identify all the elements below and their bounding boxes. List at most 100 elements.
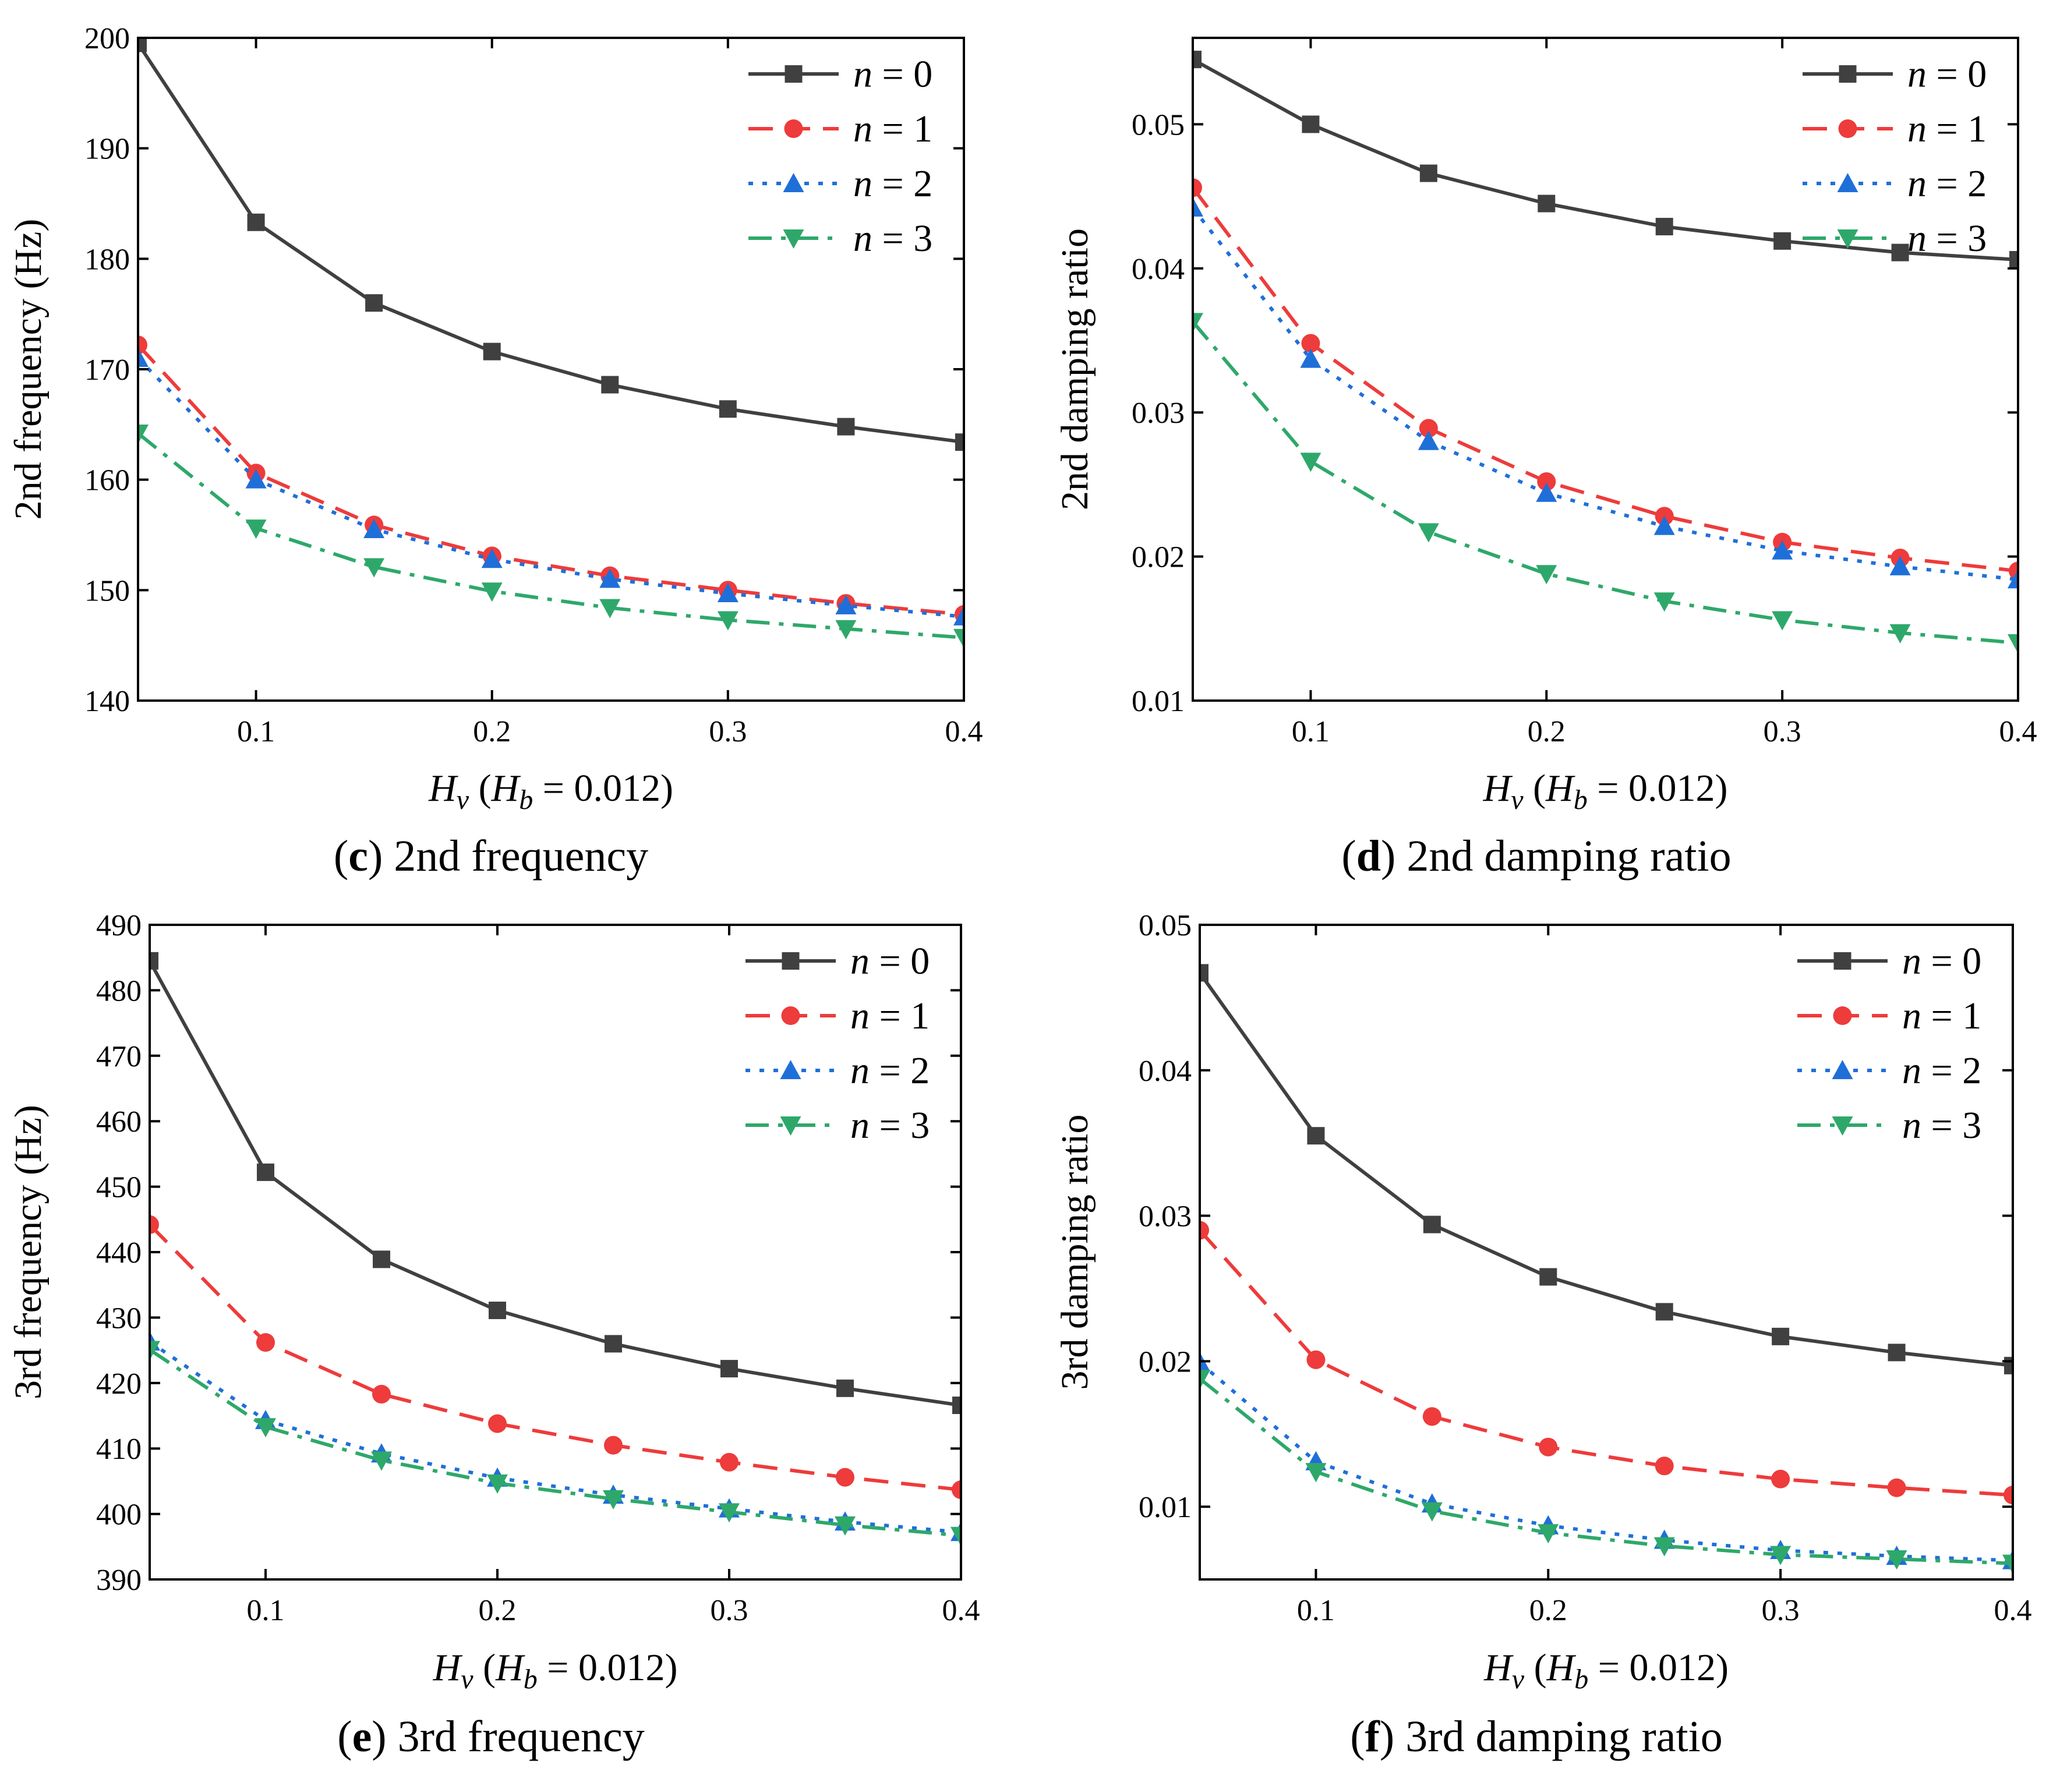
data-point-n1 [488, 1414, 507, 1433]
plot-frame [1199, 924, 2014, 1581]
legend-n-var: n [1907, 53, 1927, 96]
data-point-n1 [1539, 1437, 1558, 1457]
series-line-n3 [1193, 320, 2018, 645]
x-tick-label: 0.4 [945, 715, 983, 748]
data-point-n0 [1773, 232, 1791, 250]
y-tick-label: 0.02 [1132, 541, 1185, 574]
data-point-n3 [363, 558, 385, 578]
data-point-n1 [1301, 334, 1320, 353]
legend-label-n1: n = 1 [1907, 108, 1987, 150]
x-tick-label: 0.4 [1994, 1594, 2032, 1627]
x-axis-label-xlabel-var2: H [1545, 767, 1575, 810]
series-markers-n0 [1193, 51, 2018, 268]
legend-n-value: = 2 [1921, 1049, 1981, 1092]
legend-label-n1: n = 1 [1902, 995, 1981, 1037]
data-point-n2 [481, 549, 503, 568]
data-point-n0 [837, 418, 855, 436]
x-tick-label: 0.3 [1764, 715, 1801, 748]
data-point-n2 [138, 348, 149, 367]
y-tick-label: 490 [96, 909, 142, 942]
series-line-n1 [1193, 186, 2018, 573]
data-point-n2 [245, 469, 267, 489]
y-tick-label: 150 [84, 574, 130, 607]
series-line-n3 [1200, 1377, 2013, 1565]
data-point-n0 [952, 1397, 961, 1415]
legend-marker-n3 [1837, 229, 1858, 249]
series-line-n0 [138, 42, 964, 444]
series-line-n3 [138, 432, 964, 639]
data-point-n2 [1193, 197, 1203, 217]
legend-label-n2: n = 2 [1902, 1049, 1981, 1092]
data-point-n3 [1300, 453, 1321, 472]
legend-n-value: = 0 [1927, 53, 1987, 96]
series-markers-n2 [1193, 197, 2018, 589]
x-axis-label-xlabel-open: ( [1524, 1646, 1546, 1689]
legend-n-var: n [850, 940, 870, 982]
y-tick-label: 180 [84, 243, 130, 276]
data-point-n2 [599, 568, 621, 588]
y-tick-label: 140 [84, 685, 130, 718]
series-markers-n3 [1193, 313, 2018, 654]
data-point-n2 [1300, 348, 1321, 368]
data-point-n3 [1886, 1550, 1907, 1570]
caption-text: 2nd frequency [394, 832, 648, 881]
x-axis-label-xlabel-var: H [428, 767, 458, 810]
data-point-n1 [952, 1480, 961, 1500]
data-point-n0 [1655, 1303, 1673, 1321]
x-tick-label: 0.1 [247, 1594, 285, 1627]
data-point-n0 [1891, 243, 1909, 261]
data-point-n0 [1193, 51, 1202, 69]
panel-caption: (e) 3rd frequency [337, 1712, 644, 1761]
data-point-n0 [483, 342, 501, 360]
legend-n-value: = 1 [1921, 995, 1981, 1037]
y-tick-label: 440 [96, 1236, 142, 1270]
legend-n-value: = 0 [870, 940, 930, 982]
data-point-n3 [953, 628, 964, 648]
caption-letter: e [352, 1712, 372, 1761]
legend-n-value: = 0 [872, 53, 932, 96]
y-tick-label: 170 [84, 354, 130, 387]
x-axis-label-xlabel-var: H [1483, 767, 1513, 810]
series-markers-n0 [1200, 964, 2013, 1374]
x-axis-label-xlabel-sub2: b [1574, 784, 1588, 815]
panel-caption: (f) 3rd damping ratio [1350, 1712, 1722, 1761]
data-point-n0 [720, 1360, 738, 1378]
x-axis-label-xlabel-sub2: b [524, 1664, 538, 1695]
x-tick-label: 0.4 [1999, 715, 2037, 748]
caption-paren-open: ( [337, 1712, 352, 1761]
legend-n-var: n [1907, 162, 1927, 205]
caption-text: 2nd damping ratio [1407, 832, 1731, 881]
series-line-n1 [138, 344, 964, 617]
legend-label-n1: n = 1 [853, 108, 932, 150]
data-point-n3 [2008, 634, 2018, 654]
legend-n-var: n [1902, 940, 1921, 982]
data-point-n0 [601, 376, 619, 394]
data-point-n0 [1538, 195, 1556, 213]
x-axis-label-xlabel-rest: = 0.012) [1588, 1646, 1729, 1689]
data-point-n0 [247, 213, 265, 231]
data-point-n3 [835, 1516, 856, 1536]
legend-label-n0: n = 0 [1902, 940, 1981, 982]
legend-n-var: n [853, 53, 872, 96]
data-point-n1 [1537, 472, 1556, 491]
data-point-n1 [604, 1436, 623, 1455]
data-point-n2 [1889, 556, 1911, 575]
legend-label-n3: n = 3 [1907, 217, 1987, 260]
y-tick-label: 160 [84, 464, 130, 497]
legend-n-value: = 1 [1927, 108, 1987, 150]
legend: n = 0n = 1n = 2n = 3 [1803, 53, 1987, 260]
x-axis-label-xlabel-rest: = 0.012) [533, 767, 673, 810]
data-point-n1 [138, 335, 147, 355]
legend: n = 0n = 1n = 2n = 3 [748, 53, 932, 260]
x-axis-label-xlabel-var: H [1483, 1646, 1514, 1689]
caption-text: 3rd frequency [398, 1712, 645, 1761]
data-point-n3 [1772, 611, 1793, 631]
caption-text: 3rd damping ratio [1405, 1712, 1723, 1761]
legend-n-var: n [1902, 1104, 1921, 1147]
caption-paren-open: ( [1350, 1712, 1365, 1761]
y-tick-label: 450 [96, 1171, 142, 1204]
legend-label-n0: n = 0 [850, 940, 930, 982]
legend-n-var: n [850, 1104, 870, 1147]
x-tick-label: 0.2 [1528, 715, 1566, 748]
